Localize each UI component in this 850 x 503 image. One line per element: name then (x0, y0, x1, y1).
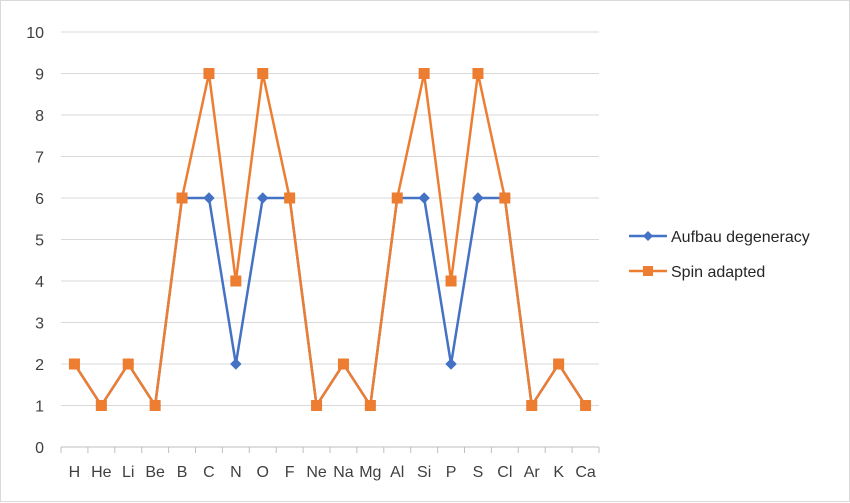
x-tick-label-Be: Be (145, 464, 165, 481)
x-tick-label-F: F (285, 464, 295, 481)
y-tick-label: 4 (35, 274, 44, 291)
x-tick-label-Si: Si (417, 464, 431, 481)
x-tick-label-N: N (230, 464, 242, 481)
data-point-diamond (445, 358, 457, 370)
data-point-square (95, 400, 107, 411)
x-tick-label-Ar: Ar (524, 464, 541, 481)
legend-label-spin-adapted: Spin adapted (671, 264, 765, 281)
series-lines (68, 68, 592, 412)
data-point-square (122, 358, 134, 370)
y-tick-label: 7 (35, 150, 44, 167)
x-tick-label-C: C (203, 464, 215, 481)
series-spin-adapted (68, 68, 592, 411)
legend-marker-square (643, 266, 653, 276)
x-tick-label-B: B (177, 464, 188, 481)
x-tick-label-He: He (91, 464, 112, 481)
y-tick-label: 6 (35, 191, 44, 208)
x-tick-label-H: H (69, 464, 81, 481)
legend-marker-diamond (643, 231, 653, 241)
y-tick-label: 2 (35, 357, 44, 374)
data-point-square (284, 192, 296, 204)
data-point-diamond (418, 192, 430, 204)
series-line (73, 72, 587, 407)
axes: 0 1 2 3 4 5 6 7 8 9 10 H He Li Be B C N O F Ne Na Mg Al Si P S Cl Ar… (26, 25, 600, 481)
data-point-square (311, 400, 323, 411)
y-tick-label: 10 (26, 25, 44, 42)
data-point-square (391, 192, 403, 204)
y-tick-label: 5 (35, 233, 44, 250)
data-point-square (499, 192, 511, 204)
legend: Aufbau degeneracy Spin adapted (629, 229, 810, 281)
x-tick-label-Al: Al (390, 464, 404, 481)
x-tick-label-P: P (446, 464, 457, 481)
data-point-square (68, 358, 80, 370)
data-point-diamond (257, 192, 269, 204)
y-tick-label: 9 (35, 67, 44, 84)
legend-item-aufbau-degeneracy: Aufbau degeneracy (629, 229, 810, 246)
x-tick-label-Na: Na (333, 464, 354, 481)
x-tick-label-Li: Li (122, 464, 134, 481)
data-point-square (149, 400, 161, 411)
data-point-square (445, 275, 457, 287)
y-tick-label: 1 (35, 399, 44, 416)
data-point-diamond (472, 192, 484, 204)
data-point-square (580, 400, 592, 411)
data-point-square (230, 275, 242, 287)
data-point-square (364, 400, 376, 411)
data-point-square (203, 68, 215, 79)
x-tick-label-Mg: Mg (359, 464, 381, 481)
legend-label-aufbau-degeneracy: Aufbau degeneracy (671, 229, 810, 246)
legend-item-spin-adapted: Spin adapted (629, 264, 765, 281)
y-tick-label: 8 (35, 108, 44, 125)
data-point-square (337, 358, 349, 370)
data-point-square (418, 68, 430, 79)
x-tick-label-Ne: Ne (306, 464, 327, 481)
gridlines (61, 31, 599, 406)
data-point-square (472, 68, 484, 79)
y-tick-label: 3 (35, 316, 44, 333)
data-point-square (176, 192, 188, 204)
x-tick-label-Ca: Ca (575, 464, 596, 481)
data-point-square (257, 68, 269, 79)
data-point-square (553, 358, 565, 370)
x-tick-label-O: O (257, 464, 269, 481)
x-tick-label-S: S (473, 464, 484, 481)
y-tick-label: 0 (35, 440, 44, 457)
x-tick-label-K: K (553, 464, 564, 481)
data-point-square (526, 400, 538, 411)
data-point-diamond (230, 358, 242, 370)
data-point-diamond (203, 192, 215, 204)
x-tick-label-Cl: Cl (497, 464, 512, 481)
series-aufbau-degeneracy (68, 192, 592, 412)
